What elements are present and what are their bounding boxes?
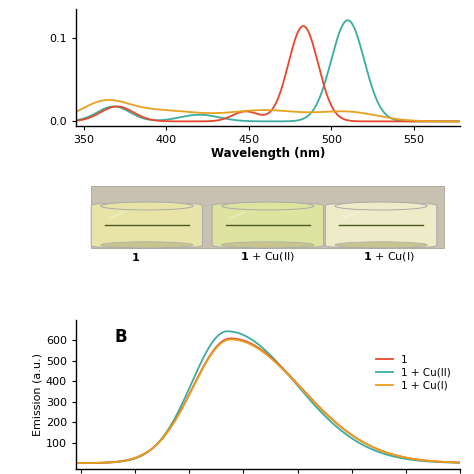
1 + Cu(I) xyxy=(446,459,452,465)
1 xyxy=(73,460,79,466)
Ellipse shape xyxy=(335,202,427,210)
1 xyxy=(260,348,265,354)
1 + Cu(I) xyxy=(375,447,381,452)
Ellipse shape xyxy=(101,242,193,248)
Line: 1: 1 xyxy=(76,338,460,463)
Text: $\mathbf{1}$: $\mathbf{1}$ xyxy=(131,252,140,264)
1 + Cu(II) xyxy=(250,337,255,343)
Legend: 1, 1 + Cu(II), 1 + Cu(I): 1, 1 + Cu(II), 1 + Cu(I) xyxy=(376,355,451,390)
1 xyxy=(446,459,452,465)
1 + Cu(I) xyxy=(92,460,98,466)
1 + Cu(II) xyxy=(260,345,265,351)
FancyBboxPatch shape xyxy=(91,186,445,247)
1 + Cu(II) xyxy=(92,460,98,466)
1 + Cu(II) xyxy=(457,460,463,465)
1 xyxy=(446,459,451,465)
1 xyxy=(92,460,98,466)
Y-axis label: Emission (a.u.): Emission (a.u.) xyxy=(33,353,43,436)
1 + Cu(II) xyxy=(224,328,230,334)
Line: 1 + Cu(I): 1 + Cu(I) xyxy=(76,339,460,463)
Text: $\mathbf{1}$ + Cu(I): $\mathbf{1}$ + Cu(I) xyxy=(363,250,415,264)
Line: 1 + Cu(II): 1 + Cu(II) xyxy=(76,331,460,463)
1 xyxy=(375,447,381,452)
X-axis label: Wavelength (nm): Wavelength (nm) xyxy=(210,147,325,160)
1 + Cu(II) xyxy=(446,460,452,465)
Text: $\mathbf{1}$ + Cu(II): $\mathbf{1}$ + Cu(II) xyxy=(240,250,295,264)
1 + Cu(I) xyxy=(446,459,451,465)
Ellipse shape xyxy=(335,242,427,248)
1 + Cu(I) xyxy=(260,349,265,355)
1 + Cu(I) xyxy=(228,337,233,342)
1 xyxy=(457,460,463,465)
FancyBboxPatch shape xyxy=(91,204,202,247)
1 + Cu(I) xyxy=(457,460,463,465)
1 + Cu(II) xyxy=(446,460,451,465)
Ellipse shape xyxy=(101,202,193,210)
Text: B: B xyxy=(114,328,127,346)
1 xyxy=(228,336,233,341)
1 + Cu(II) xyxy=(375,449,381,455)
1 + Cu(II) xyxy=(73,460,79,466)
Ellipse shape xyxy=(222,202,314,210)
FancyBboxPatch shape xyxy=(325,204,437,247)
1 + Cu(I) xyxy=(250,343,255,348)
1 xyxy=(250,342,255,347)
FancyBboxPatch shape xyxy=(212,204,323,247)
Ellipse shape xyxy=(222,242,314,248)
1 + Cu(I) xyxy=(73,460,79,466)
